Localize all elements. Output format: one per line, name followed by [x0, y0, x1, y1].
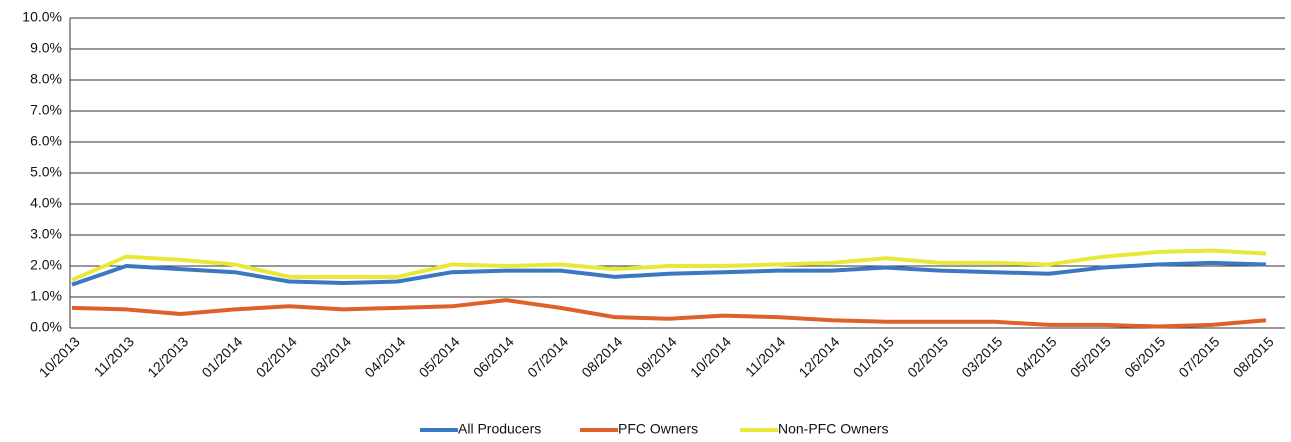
- series-line: [71, 298, 1267, 329]
- x-tick-label: 06/2015: [1121, 333, 1168, 380]
- series-line: [71, 248, 1267, 282]
- y-tick-label: 6.0%: [30, 133, 62, 149]
- y-tick-label: 9.0%: [30, 40, 62, 56]
- x-tick-label: 06/2014: [470, 333, 517, 380]
- y-tick-label: 0.0%: [30, 319, 62, 335]
- y-tick-label: 10.0%: [22, 9, 62, 25]
- x-tick-label: 08/2014: [578, 333, 625, 380]
- x-tick-label: 12/2013: [144, 333, 191, 380]
- legend-item: PFC Owners: [580, 421, 698, 437]
- x-tick-label: 04/2015: [1013, 333, 1060, 380]
- x-tick-label: 02/2015: [904, 333, 951, 380]
- y-tick-label: 3.0%: [30, 226, 62, 242]
- y-tick-label: 5.0%: [30, 164, 62, 180]
- series-line: [71, 260, 1267, 287]
- x-tick-label: 07/2015: [1175, 333, 1222, 380]
- x-tick-label: 01/2014: [198, 333, 245, 380]
- x-tick-label: 03/2015: [958, 333, 1005, 380]
- x-tick-label: 10/2014: [687, 333, 734, 380]
- x-tick-label: 01/2015: [850, 333, 897, 380]
- x-tick-label: 11/2014: [742, 333, 789, 380]
- x-tick-label: 05/2014: [416, 333, 463, 380]
- x-tick-label: 08/2015: [1230, 333, 1277, 380]
- x-tick-label: 10/2013: [36, 333, 83, 380]
- y-tick-label: 2.0%: [30, 257, 62, 273]
- legend-item: All Producers: [420, 421, 541, 437]
- y-tick-label: 7.0%: [30, 102, 62, 118]
- x-tick-label: 02/2014: [253, 333, 300, 380]
- legend-label: PFC Owners: [618, 421, 698, 437]
- y-tick-label: 8.0%: [30, 71, 62, 87]
- y-tick-label: 1.0%: [30, 288, 62, 304]
- y-tick-label: 4.0%: [30, 195, 62, 211]
- x-tick-label: 09/2014: [633, 333, 680, 380]
- x-tick-label: 05/2015: [1067, 333, 1114, 380]
- legend-label: Non-PFC Owners: [778, 421, 888, 437]
- x-tick-label: 07/2014: [524, 333, 571, 380]
- legend-label: All Producers: [458, 421, 541, 437]
- x-tick-label: 04/2014: [361, 333, 408, 380]
- x-tick-label: 03/2014: [307, 333, 354, 380]
- x-tick-label: 12/2014: [795, 333, 842, 380]
- x-tick-label: 11/2013: [91, 333, 138, 380]
- legend-item: Non-PFC Owners: [740, 421, 888, 437]
